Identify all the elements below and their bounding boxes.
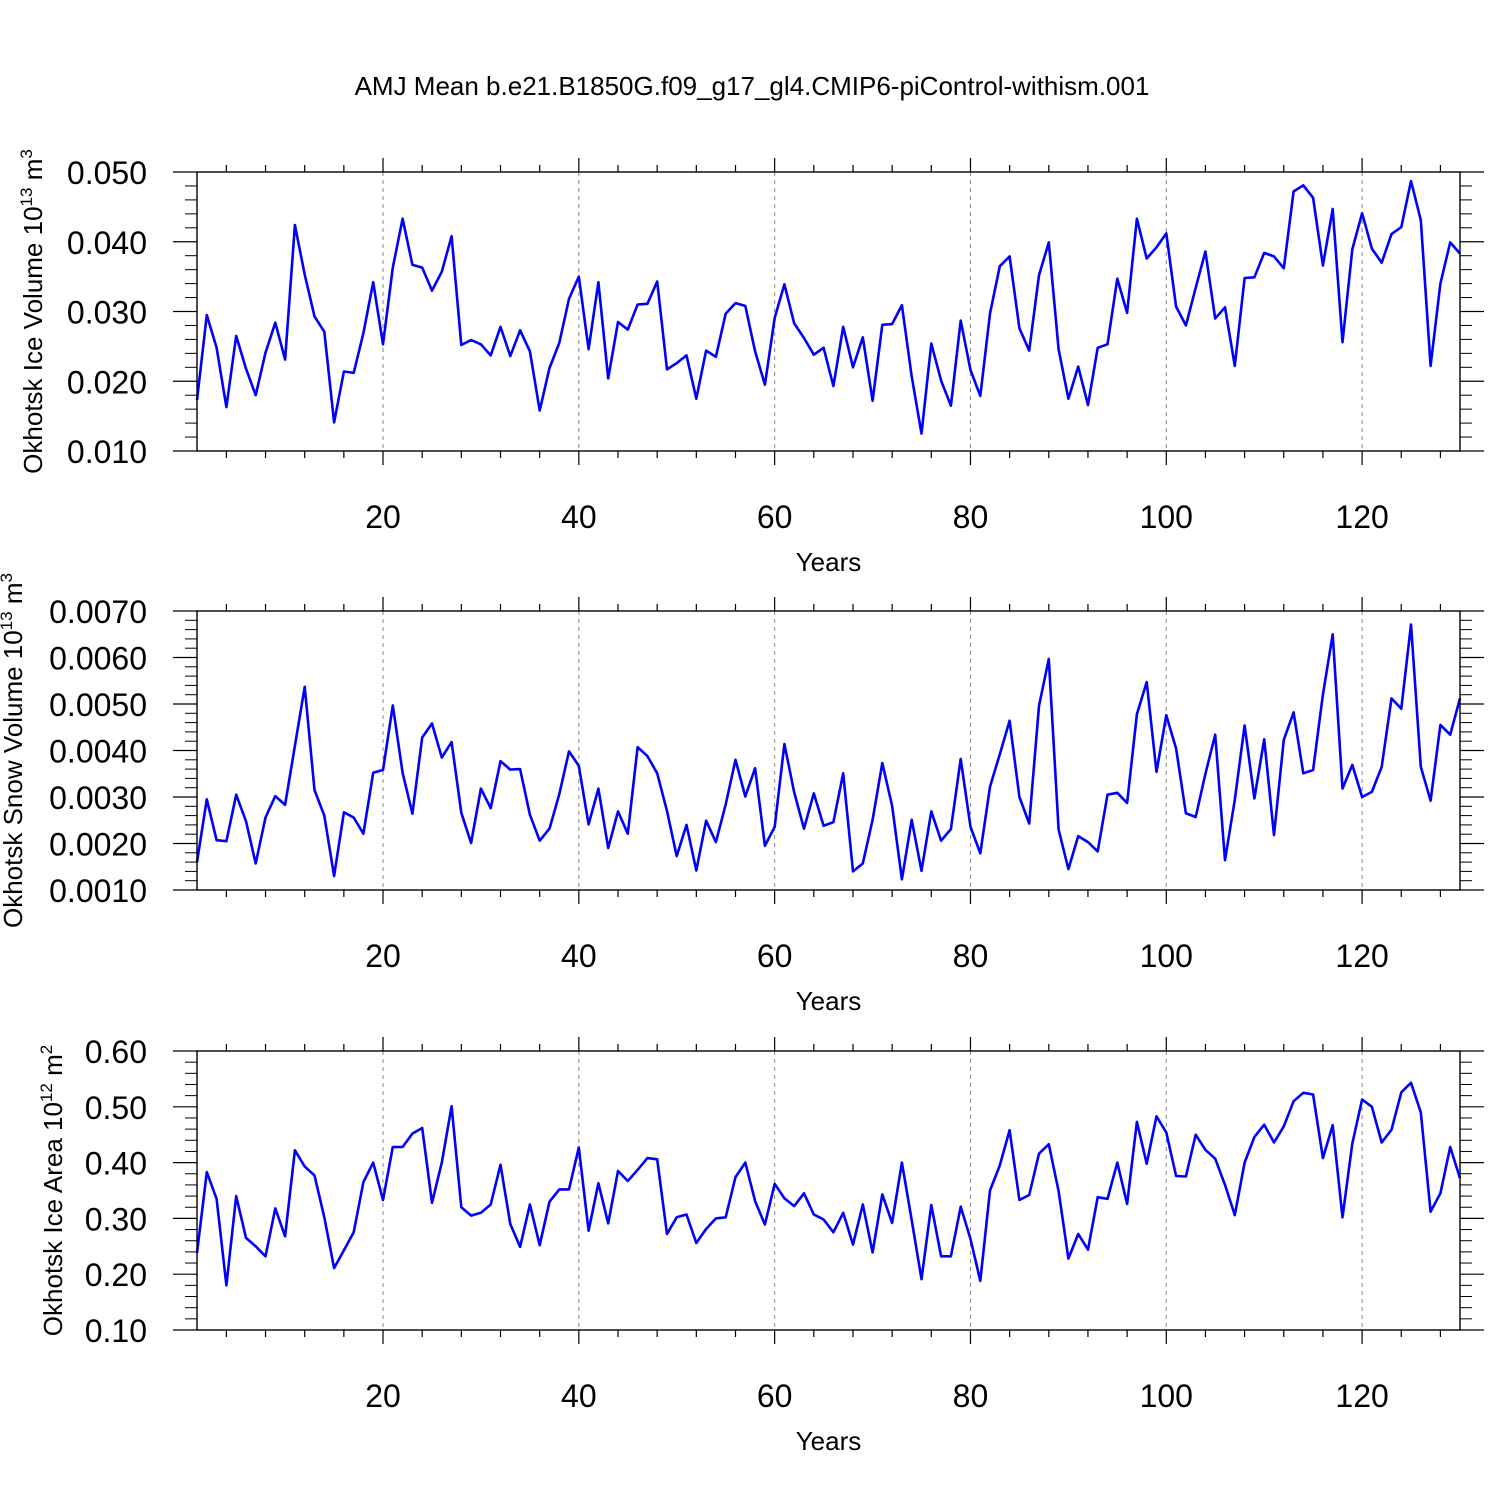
x-tick-label: 60 bbox=[757, 499, 793, 535]
figure-title: AMJ Mean b.e21.B1850G.f09_g17_gl4.CMIP6-… bbox=[355, 71, 1150, 101]
x-tick-label: 40 bbox=[561, 1378, 597, 1414]
y-axis-label: Okhotsk Ice Volume 1013 m3 bbox=[17, 149, 48, 474]
y-tick-label: 0.0070 bbox=[49, 594, 147, 630]
x-tick-label: 100 bbox=[1140, 1378, 1193, 1414]
x-tick-label: 40 bbox=[561, 499, 597, 535]
x-tick-label: 20 bbox=[365, 938, 401, 974]
x-tick-label: 100 bbox=[1140, 499, 1193, 535]
y-tick-label: 0.030 bbox=[67, 295, 147, 331]
x-tick-label: 40 bbox=[561, 938, 597, 974]
x-tick-label: 20 bbox=[365, 1378, 401, 1414]
y-tick-label: 0.040 bbox=[67, 225, 147, 261]
y-tick-label: 0.0030 bbox=[49, 780, 147, 816]
x-tick-label: 100 bbox=[1140, 938, 1193, 974]
y-tick-label: 0.0020 bbox=[49, 827, 147, 863]
y-tick-label: 0.10 bbox=[85, 1313, 147, 1349]
plot-frame bbox=[196, 610, 1461, 891]
x-tick-label: 120 bbox=[1335, 938, 1388, 974]
snow-volume-panel: 0.0010 0.0020 0.0030 0.0040 0.0050 0.0060 0.00… bbox=[0, 573, 1484, 1016]
y-tick-label: 0.60 bbox=[85, 1034, 147, 1070]
y-tick-label: 0.30 bbox=[85, 1201, 147, 1237]
ice-volume-panel: 0.010 0.020 0.030 0.040 0.050 20 40 60 80 100 120 Y… bbox=[17, 149, 1484, 577]
ice-area-panel: 0.10 0.20 0.30 0.40 0.50 0.60 20 40 60 80 100 120 Ye… bbox=[37, 1034, 1484, 1456]
x-tick-label: 60 bbox=[757, 1378, 793, 1414]
x-axis-label: Years bbox=[796, 547, 862, 577]
y-axis-label: Okhotsk Snow Volume 1013 m3 bbox=[0, 573, 28, 928]
y-tick-label: 0.50 bbox=[85, 1090, 147, 1126]
x-tick-label: 80 bbox=[953, 1378, 989, 1414]
y-tick-label: 0.40 bbox=[85, 1146, 147, 1182]
y-tick-label: 0.010 bbox=[67, 434, 147, 470]
y-tick-label: 0.050 bbox=[67, 155, 147, 191]
x-tick-label: 60 bbox=[757, 938, 793, 974]
series-line bbox=[195, 1081, 1462, 1287]
y-tick-label: 0.0050 bbox=[49, 687, 147, 723]
series-line bbox=[195, 179, 1461, 435]
plot-frame bbox=[196, 171, 1461, 452]
x-tick-label: 20 bbox=[365, 499, 401, 535]
y-tick-label: 0.0010 bbox=[49, 873, 147, 909]
y-axis-label: Okhotsk Ice Area 1012 m2 bbox=[37, 1045, 68, 1336]
y-tick-label: 0.20 bbox=[85, 1257, 147, 1293]
y-tick-label: 0.020 bbox=[67, 364, 147, 400]
x-tick-label: 80 bbox=[953, 499, 989, 535]
x-tick-label: 80 bbox=[953, 938, 989, 974]
y-tick-label: 0.0040 bbox=[49, 734, 147, 770]
plot-frame bbox=[196, 1050, 1461, 1331]
y-tick-label: 0.0060 bbox=[49, 641, 147, 677]
x-tick-label: 120 bbox=[1335, 499, 1388, 535]
series-line bbox=[195, 623, 1462, 881]
x-axis-label: Years bbox=[796, 1426, 862, 1456]
x-tick-label: 120 bbox=[1335, 1378, 1388, 1414]
x-axis-label: Years bbox=[796, 986, 862, 1016]
